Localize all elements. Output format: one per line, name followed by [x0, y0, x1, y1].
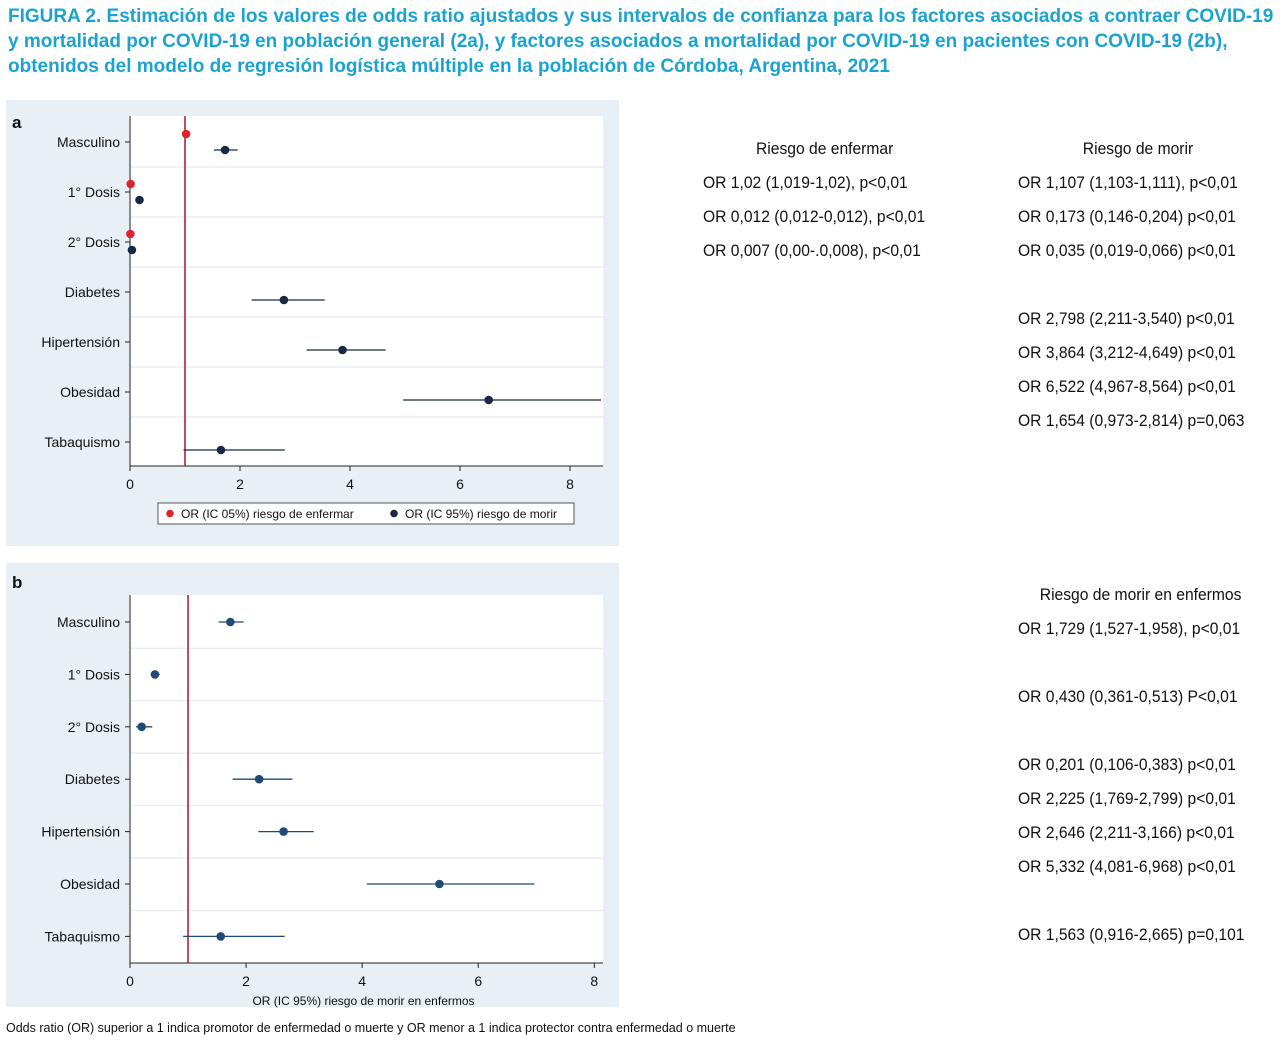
- table-a-enfermar-row: OR 1,02 (1,019-1,02), p<0,01: [703, 173, 908, 192]
- x-tick-label: 8: [566, 476, 574, 492]
- table-b-row: OR 2,225 (1,769-2,799) p<0,01: [1018, 789, 1236, 808]
- table-b-header: Riesgo de morir en enfermos: [1039, 585, 1242, 604]
- table-a-morir-row: OR 3,864 (3,212-4,649) p<0,01: [1018, 343, 1236, 362]
- data-point: [181, 129, 191, 139]
- x-tick-label: 6: [474, 973, 482, 989]
- category-label: Obesidad: [60, 384, 120, 400]
- x-tick-label: 6: [456, 476, 464, 492]
- figure-footnote: Odds ratio (OR) superior a 1 indica prom…: [6, 1021, 736, 1035]
- panel-label: b: [12, 573, 22, 592]
- x-tick-label: 0: [126, 476, 134, 492]
- data-point: [338, 345, 347, 355]
- data-point: [435, 879, 444, 889]
- x-axis-label: OR (IC 95%) riesgo de morir en enfermos: [252, 994, 474, 1008]
- category-label: 2° Dosis: [68, 234, 120, 250]
- x-tick-label: 4: [358, 973, 366, 989]
- data-point: [216, 932, 226, 941]
- plot-area: [130, 116, 603, 466]
- x-tick-label: 2: [236, 476, 244, 492]
- table-a-morir-row: OR 1,654 (0,973-2,814) p=0,063: [1018, 411, 1245, 430]
- plot-area: [130, 595, 603, 963]
- legend-label: OR (IC 95%) riesgo de morir: [405, 507, 557, 521]
- x-tick-label: 0: [126, 973, 134, 989]
- legend-marker: [166, 509, 174, 518]
- data-point: [126, 229, 135, 239]
- data-point: [126, 179, 135, 189]
- category-label: Hipertensión: [41, 334, 120, 350]
- category-label: Masculino: [57, 614, 120, 630]
- category-label: Hipertensión: [41, 824, 120, 840]
- category-label: Tabaquismo: [45, 928, 121, 944]
- legend-box: [157, 502, 575, 525]
- table-a-enfermar-header: Riesgo de enfermar: [755, 139, 894, 158]
- table-b-row: OR 2,646 (2,211-3,166) p<0,01: [1018, 823, 1235, 842]
- category-label: 1° Dosis: [68, 666, 120, 682]
- category-label: 2° Dosis: [68, 719, 120, 735]
- data-point: [279, 827, 288, 836]
- category-label: Obesidad: [60, 876, 120, 892]
- table-b-row: OR 0,201 (0,106-0,383) p<0,01: [1018, 755, 1236, 774]
- data-point: [127, 245, 137, 255]
- table-a-morir-row: OR 2,798 (2,211-3,540) p<0,01: [1018, 309, 1235, 328]
- data-point: [137, 722, 146, 732]
- data-point: [150, 670, 160, 679]
- figure-title: FIGURA 2. Estimación de los valores de o…: [8, 6, 1274, 77]
- table-a-morir-row: OR 1,107 (1,103-1,111), p<0,01: [1018, 173, 1238, 192]
- x-tick-label: 2: [242, 973, 250, 989]
- legend-label: OR (IC 05%) riesgo de enfermar: [181, 507, 354, 521]
- table-b-row: OR 5,332 (4,081-6,968) p<0,01: [1018, 857, 1236, 876]
- x-tick-label: 4: [346, 476, 354, 492]
- table-b-row: OR 1,563 (0,916-2,665) p=0,101: [1018, 925, 1245, 944]
- table-b-row: OR 0,430 (0,361-0,513) P<0,01: [1018, 687, 1238, 706]
- data-point: [226, 617, 235, 627]
- table-a-enfermar-row: OR 0,007 (0,00-.0,008), p<0,01: [703, 241, 921, 260]
- data-point: [216, 445, 226, 455]
- category-label: Masculino: [57, 134, 120, 150]
- x-tick-label: 8: [590, 973, 598, 989]
- table-b-row: OR 1,729 (1,527-1,958), p<0,01: [1018, 619, 1241, 638]
- table-a-morir-row: OR 0,035 (0,019-0,066) p<0,01: [1018, 241, 1236, 260]
- category-label: Diabetes: [65, 771, 120, 787]
- table-a-morir-row: OR 6,522 (4,967-8,564) p<0,01: [1018, 377, 1236, 396]
- data-point: [279, 295, 289, 305]
- category-label: Tabaquismo: [45, 434, 121, 450]
- table-a-morir-row: OR 0,173 (0,146-0,204) p<0,01: [1018, 207, 1236, 226]
- legend-marker: [390, 509, 398, 518]
- data-point: [135, 195, 144, 205]
- data-point: [220, 145, 230, 155]
- panel-label: a: [12, 113, 22, 132]
- data-point: [254, 774, 264, 784]
- category-label: 1° Dosis: [68, 184, 120, 200]
- data-point: [484, 395, 494, 405]
- table-a-morir-header: Riesgo de morir: [1082, 139, 1194, 158]
- table-a-enfermar-row: OR 0,012 (0,012-0,012), p<0,01: [703, 207, 926, 226]
- category-label: Diabetes: [65, 284, 120, 300]
